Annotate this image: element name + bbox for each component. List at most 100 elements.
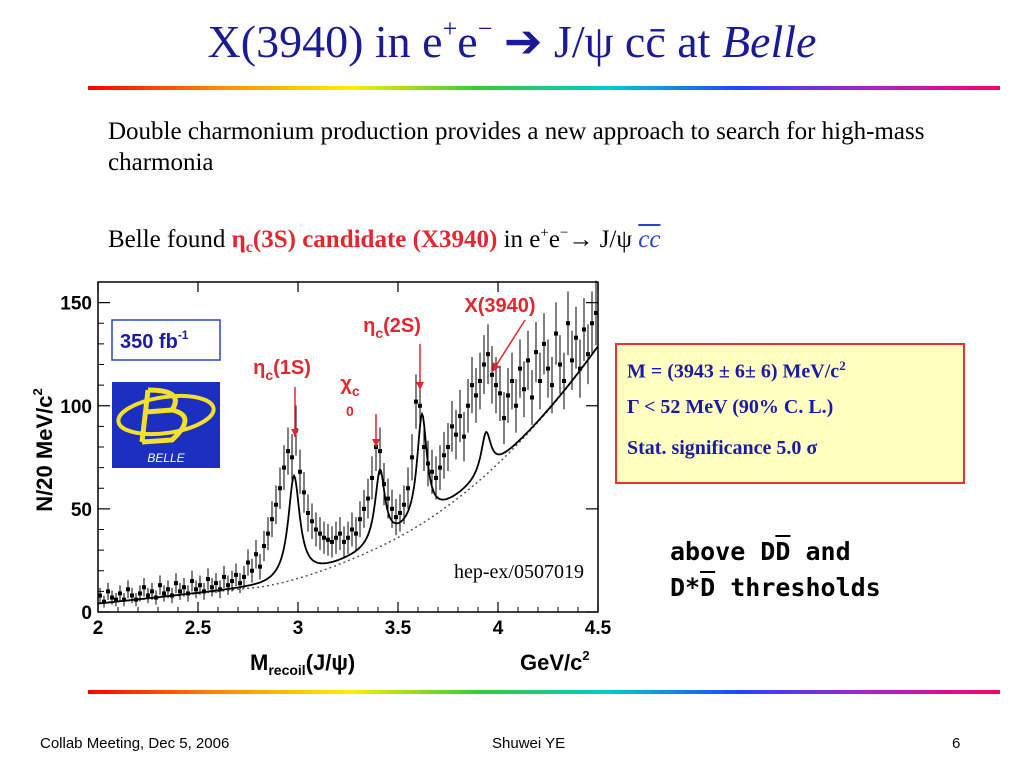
peak-arrow xyxy=(491,319,526,373)
data-marker xyxy=(554,331,558,336)
data-marker xyxy=(290,455,294,460)
data-marker xyxy=(446,445,450,449)
data-marker xyxy=(422,445,426,449)
data-point xyxy=(530,370,534,425)
data-marker xyxy=(530,395,534,400)
data-marker xyxy=(398,511,402,515)
rainbow-divider-top xyxy=(88,86,1000,90)
data-point xyxy=(134,593,138,607)
data-marker xyxy=(514,403,518,408)
data-marker xyxy=(110,595,114,600)
data-marker xyxy=(154,595,158,600)
data-marker xyxy=(338,531,342,536)
data-marker xyxy=(458,414,462,419)
data-marker xyxy=(578,366,582,371)
data-marker xyxy=(586,352,590,357)
y-tick-label: 100 xyxy=(60,397,92,418)
data-marker xyxy=(438,465,442,470)
title-belle: Belle xyxy=(721,16,817,67)
data-marker xyxy=(558,362,562,367)
luminosity-label: 350 fb-1 xyxy=(120,328,189,353)
data-point xyxy=(202,582,206,600)
data-point xyxy=(510,352,514,410)
data-point xyxy=(554,302,558,365)
data-point xyxy=(334,521,338,554)
finding-eta: η xyxy=(231,226,246,253)
peak-arrowhead xyxy=(291,429,299,437)
data-marker xyxy=(510,379,514,383)
data-point xyxy=(282,445,286,491)
data-marker xyxy=(302,490,306,495)
data-point xyxy=(518,339,522,398)
data-point xyxy=(370,456,374,500)
data-point xyxy=(238,573,242,594)
data-marker xyxy=(574,335,578,340)
peak-label: X(3940) xyxy=(464,295,535,317)
data-marker xyxy=(378,449,382,454)
finding-sup-plus: + xyxy=(540,225,549,241)
data-marker xyxy=(286,449,290,454)
data-point xyxy=(442,431,446,479)
data-point xyxy=(382,463,386,506)
data-marker xyxy=(190,579,194,584)
data-marker xyxy=(318,531,322,536)
data-point xyxy=(462,411,466,462)
data-point xyxy=(154,590,158,605)
footer-author: Shuwei YE xyxy=(492,735,566,752)
data-marker xyxy=(322,535,326,540)
data-marker xyxy=(550,383,554,388)
data-marker xyxy=(466,403,470,408)
footer-page-number: 6 xyxy=(952,735,961,752)
data-marker xyxy=(158,583,162,588)
data-marker xyxy=(274,502,278,507)
data-point xyxy=(506,367,510,423)
data-marker xyxy=(306,511,310,515)
x-tick-label: 2 xyxy=(93,618,104,639)
finding-e: e xyxy=(548,226,560,253)
results-box: M = (3943 ± 6± 6) MeV/c2 Γ < 52 MeV (90%… xyxy=(615,343,965,484)
finding-pre: Belle found xyxy=(108,226,232,253)
data-point xyxy=(306,494,310,532)
data-point xyxy=(222,565,226,588)
data-marker xyxy=(402,502,406,507)
thresholds-note: above DD and D*D thresholds xyxy=(670,534,881,606)
data-marker xyxy=(370,475,374,480)
data-point xyxy=(226,575,230,595)
data-marker xyxy=(182,585,186,590)
x-axis-label: Mrecoil(J/ψ) xyxy=(250,650,355,678)
data-marker xyxy=(386,496,390,501)
data-point xyxy=(466,378,470,433)
data-marker xyxy=(310,519,314,524)
data-point xyxy=(190,570,194,592)
finding-paragraph: Belle found ηc(3S) candidate (X3940) in … xyxy=(108,218,660,263)
data-marker xyxy=(262,544,266,548)
peak-arrowhead xyxy=(492,362,500,372)
data-marker xyxy=(210,585,214,590)
data-marker xyxy=(582,327,586,332)
data-point xyxy=(562,352,566,410)
data-marker xyxy=(366,496,370,501)
finding-sup-minus: − xyxy=(559,225,569,241)
data-point xyxy=(150,582,154,600)
x-tick-label: 4 xyxy=(493,618,504,639)
data-marker xyxy=(230,579,234,584)
peak-label-sub: 0 xyxy=(346,403,354,419)
data-marker xyxy=(494,383,498,388)
data-marker xyxy=(150,589,154,594)
data-marker xyxy=(330,539,334,544)
data-marker xyxy=(222,574,226,579)
data-point xyxy=(166,580,170,599)
data-point xyxy=(130,587,134,604)
data-point xyxy=(474,367,478,423)
data-point xyxy=(318,517,322,551)
data-marker xyxy=(162,591,166,596)
data-marker xyxy=(130,593,134,598)
data-point xyxy=(482,335,486,394)
data-marker xyxy=(566,321,570,326)
data-marker xyxy=(114,597,118,602)
data-point xyxy=(298,449,302,494)
data-marker xyxy=(462,434,466,439)
y-tick-label: 0 xyxy=(81,603,92,624)
data-marker xyxy=(326,537,330,542)
luminosity-box xyxy=(111,319,221,361)
